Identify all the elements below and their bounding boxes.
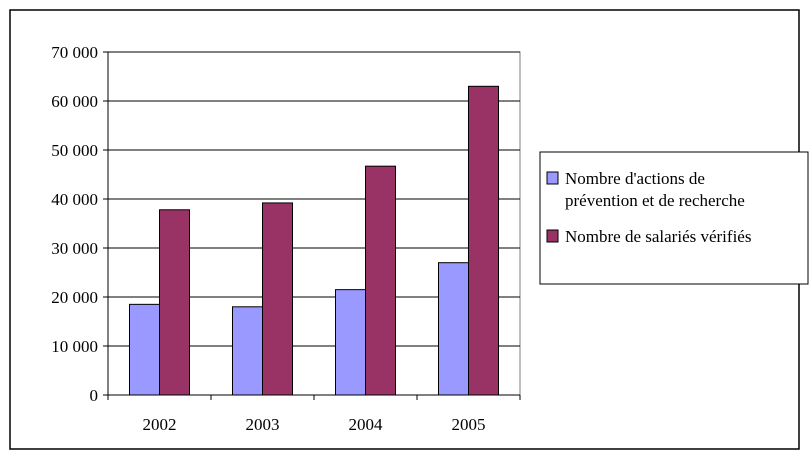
legend-box [539, 151, 809, 285]
x-tick-label-2003: 2003 [246, 415, 280, 434]
y-tick-label-1: 10 000 [51, 337, 98, 356]
legend-label-2: Nombre de salariés vérifiés [565, 227, 751, 246]
bar-2003-series-2 [262, 202, 293, 396]
y-tick-label-4: 40 000 [51, 190, 98, 209]
legend-label-line: Nombre de salariés vérifiés [565, 227, 751, 246]
x-axis-ticks: 2002 2003 2004 2005 [107, 395, 521, 434]
y-axis-ticks: 0 10 000 20 000 30 000 40 000 50 000 60 000 70 … [51, 43, 108, 405]
bar-2004-series-2 [365, 165, 396, 396]
y-tick-label-6: 60 000 [51, 92, 98, 111]
legend-swatch-2 [546, 229, 559, 243]
legend-label-line: prévention et de recherche [565, 191, 745, 210]
x-tick-label-2004: 2004 [349, 415, 384, 434]
bar-2005-series-1 [438, 262, 469, 396]
y-tick-label-3: 30 000 [51, 239, 98, 258]
legend: Nombre d'actions de prévention et de rech… [539, 151, 809, 285]
legend-label-1: Nombre d'actions de prévention et de rech… [565, 169, 745, 210]
bars [129, 85, 499, 396]
bar-2005-series-2 [468, 85, 499, 396]
y-tick-label-7: 70 000 [51, 43, 98, 62]
bar-2003-series-1 [232, 306, 263, 396]
x-tick-label-2005: 2005 [452, 415, 486, 434]
bar-2004-series-1 [335, 289, 366, 396]
y-tick-label-5: 50 000 [51, 141, 98, 160]
bar-2002-series-1 [129, 303, 160, 396]
bar-2002-series-2 [159, 209, 190, 396]
x-tick-label-2002: 2002 [143, 415, 177, 434]
y-tick-label-0: 0 [90, 386, 99, 405]
legend-label-line: Nombre d'actions de [565, 169, 705, 188]
y-tick-label-2: 20 000 [51, 288, 98, 307]
legend-swatch-1 [546, 171, 559, 185]
